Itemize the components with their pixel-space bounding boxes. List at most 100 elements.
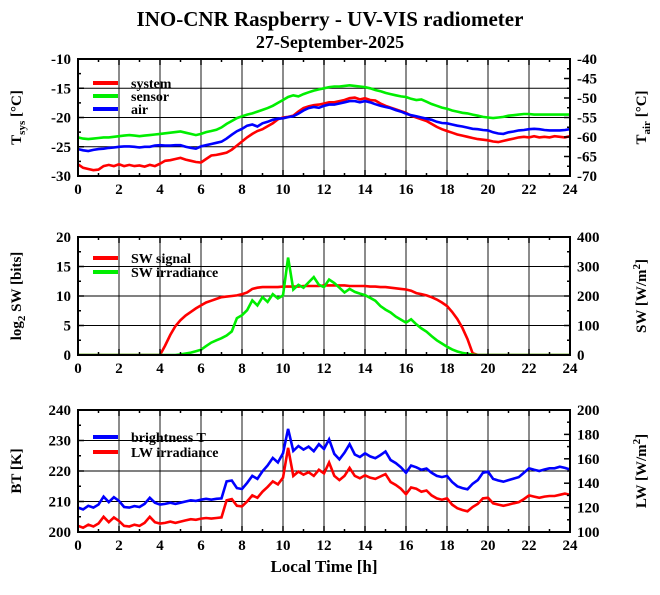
x-tick-label: 8 [238,361,246,377]
right-tick-label: 200 [577,403,600,419]
x-tick-label: 22 [522,538,537,554]
x-tick-label: 4 [156,538,164,554]
x-tick-label: 12 [317,361,332,377]
x-tick-label: 14 [358,182,374,198]
x-tick-label: 16 [399,538,415,554]
left-tick-label: 15 [56,260,71,276]
left-tick-label: -20 [51,111,71,127]
series-sensor [78,83,570,141]
left-tick-label: 5 [64,319,72,335]
x-tick-label: 12 [317,538,332,554]
left-axis-title-segment: [°C] [9,90,25,121]
x-tick-label: 12 [317,182,332,198]
x-tick-label: 8 [238,182,246,198]
x-tick-label: 10 [276,361,291,377]
right-tick-label: 200 [577,289,600,305]
legend-label-SW-irradiance: SW irradiance [131,266,218,281]
x-tick-label: 20 [481,538,496,554]
shortwave-panel: 0 2 4 6 8 10 12 14 16 18 20 22 240510152001002003004… [9,230,650,377]
right-tick-label: 400 [577,230,600,246]
series-air [78,99,570,153]
left-tick-label: -25 [51,140,71,156]
left-tick-label: 200 [49,525,72,541]
x-tick-label: 14 [358,538,374,554]
right-tick-label: -70 [577,169,597,185]
left-axis-title-segment: sys [16,120,28,135]
right-axis-title-segment: T [634,135,650,145]
chart-title: INO-CNR Raspberry - UV-VIS radiometer [137,7,524,31]
right-tick-label: -45 [577,72,597,88]
x-tick-label: 18 [440,361,455,377]
x-tick-label: 2 [115,538,123,554]
left-tick-label: 240 [49,403,72,419]
x-tick-label: 14 [358,361,374,377]
left-axis-title: Tsys [°C] [9,90,28,145]
right-axis-title-segment: 2 [631,264,643,270]
right-axis-title-segment: SW [W/m [634,269,650,333]
right-tick-label: -60 [577,130,597,146]
left-axis-title: log2 SW [bits] [9,252,28,341]
x-tick-label: 0 [74,538,82,554]
right-tick-label: 0 [577,348,585,364]
x-tick-label: 6 [197,361,205,377]
right-tick-label: 100 [577,319,600,335]
x-tick-label: 4 [156,182,164,198]
x-tick-label: 2 [115,361,123,377]
left-axis-title-segment: BT [K] [9,448,25,493]
right-tick-label: 160 [577,452,600,468]
left-tick-label: 0 [64,348,72,364]
right-tick-label: -50 [577,91,597,107]
left-axis-title-segment: T [9,135,25,145]
left-axis-title: BT [K] [9,448,25,493]
series-LW-irradiance [78,447,570,530]
x-tick-label: 8 [238,538,246,554]
x-tick-label: 6 [197,182,205,198]
left-tick-label: 10 [56,289,71,305]
left-axis-title-segment: 2 [16,315,28,321]
right-axis-title-segment: LW [W/m [634,444,650,508]
x-tick-label: 18 [440,538,455,554]
left-tick-label: 210 [49,495,72,511]
right-axis-title-segment: [°C] [634,90,650,121]
right-axis-title: SW [W/m2] [631,259,650,333]
x-tick-label: 10 [276,182,291,198]
legend-label-sensor: sensor [131,90,169,105]
left-tick-label: 220 [49,464,72,480]
series-SW-irradiance [78,257,570,355]
left-tick-label: -30 [51,169,71,185]
series-system [78,96,570,172]
legend-label-air: air [131,103,148,118]
left-tick-label: 230 [49,434,72,450]
x-tick-label: 20 [481,361,496,377]
right-tick-label: 100 [577,525,600,541]
left-tick-label: -15 [51,81,71,97]
left-tick-label: 20 [56,230,71,246]
legend-label-LW-irradiance: LW irradiance [131,446,219,461]
temperature-panel: 0 2 4 6 8 10 12 14 16 18 20 22 24-30-25-20-15-10-70-… [9,52,653,198]
x-tick-label: 24 [563,538,579,554]
legend-label-SW-signal: SW signal [131,252,191,267]
right-tick-label: -65 [577,150,597,166]
x-tick-label: 16 [399,361,415,377]
chart-panels: 0 2 4 6 8 10 12 14 16 18 20 22 24-30-25-20-15-10-70-… [9,52,653,554]
right-tick-label: 180 [577,427,600,443]
right-tick-label: 300 [577,260,600,276]
right-axis-title: Tair [°C] [634,90,653,144]
right-axis-title: LW [W/m2] [631,434,650,508]
x-tick-label: 22 [522,361,537,377]
x-tick-label: 6 [197,538,205,554]
right-axis-title-segment: air [641,121,653,135]
longwave-panel: 0 2 4 6 8 10 12 14 16 18 20 22 242002102202302401001… [9,403,650,554]
right-tick-label: 120 [577,501,600,517]
x-tick-label: 10 [276,538,291,554]
right-tick-label: -40 [577,52,597,68]
x-tick-label: 2 [115,182,123,198]
x-tick-label: 24 [563,361,579,377]
x-tick-label: 16 [399,182,415,198]
x-tick-label: 18 [440,182,455,198]
legend-label-brightness-T: brightness T [131,431,206,446]
x-tick-label: 24 [563,182,579,198]
ticks [77,409,571,533]
